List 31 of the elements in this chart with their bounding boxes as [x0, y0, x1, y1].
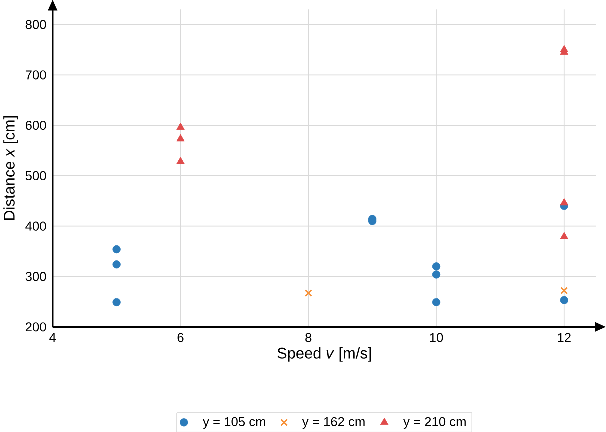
point [432, 270, 441, 279]
y-tick-label: 200 [26, 322, 46, 332]
point [432, 298, 441, 306]
y-tick-label: 500 [26, 171, 46, 180]
point [176, 122, 185, 130]
x-tick-label: 10 [430, 332, 444, 342]
y-tick-label: 400 [26, 222, 46, 231]
legend-label: y = 210 cm [404, 417, 466, 429]
legend-label: y = 162 cm [302, 417, 365, 429]
x-tick-label: 12 [558, 332, 571, 342]
y-tick-label: 700 [26, 70, 46, 80]
point [176, 134, 185, 142]
point [112, 245, 121, 254]
y-tick-label: 300 [26, 272, 46, 282]
x-tick-label: 6 [178, 332, 184, 342]
point [560, 286, 568, 294]
legend-label: y = 105 cm [203, 417, 266, 429]
y-tick-label: 600 [26, 120, 46, 130]
x-tick-label: 8 [306, 332, 312, 342]
point [560, 232, 568, 240]
point [112, 298, 121, 306]
x-axis-title: Speed v [m/s] [278, 347, 372, 362]
point [560, 198, 568, 206]
x-tick-label: 4 [50, 332, 56, 342]
point [304, 289, 312, 297]
point [112, 260, 121, 268]
point [176, 156, 185, 164]
point [560, 296, 568, 304]
y-tick-label: 800 [26, 20, 46, 30]
y-axis-title: Distance x [cm] [4, 116, 18, 220]
point [432, 262, 441, 271]
